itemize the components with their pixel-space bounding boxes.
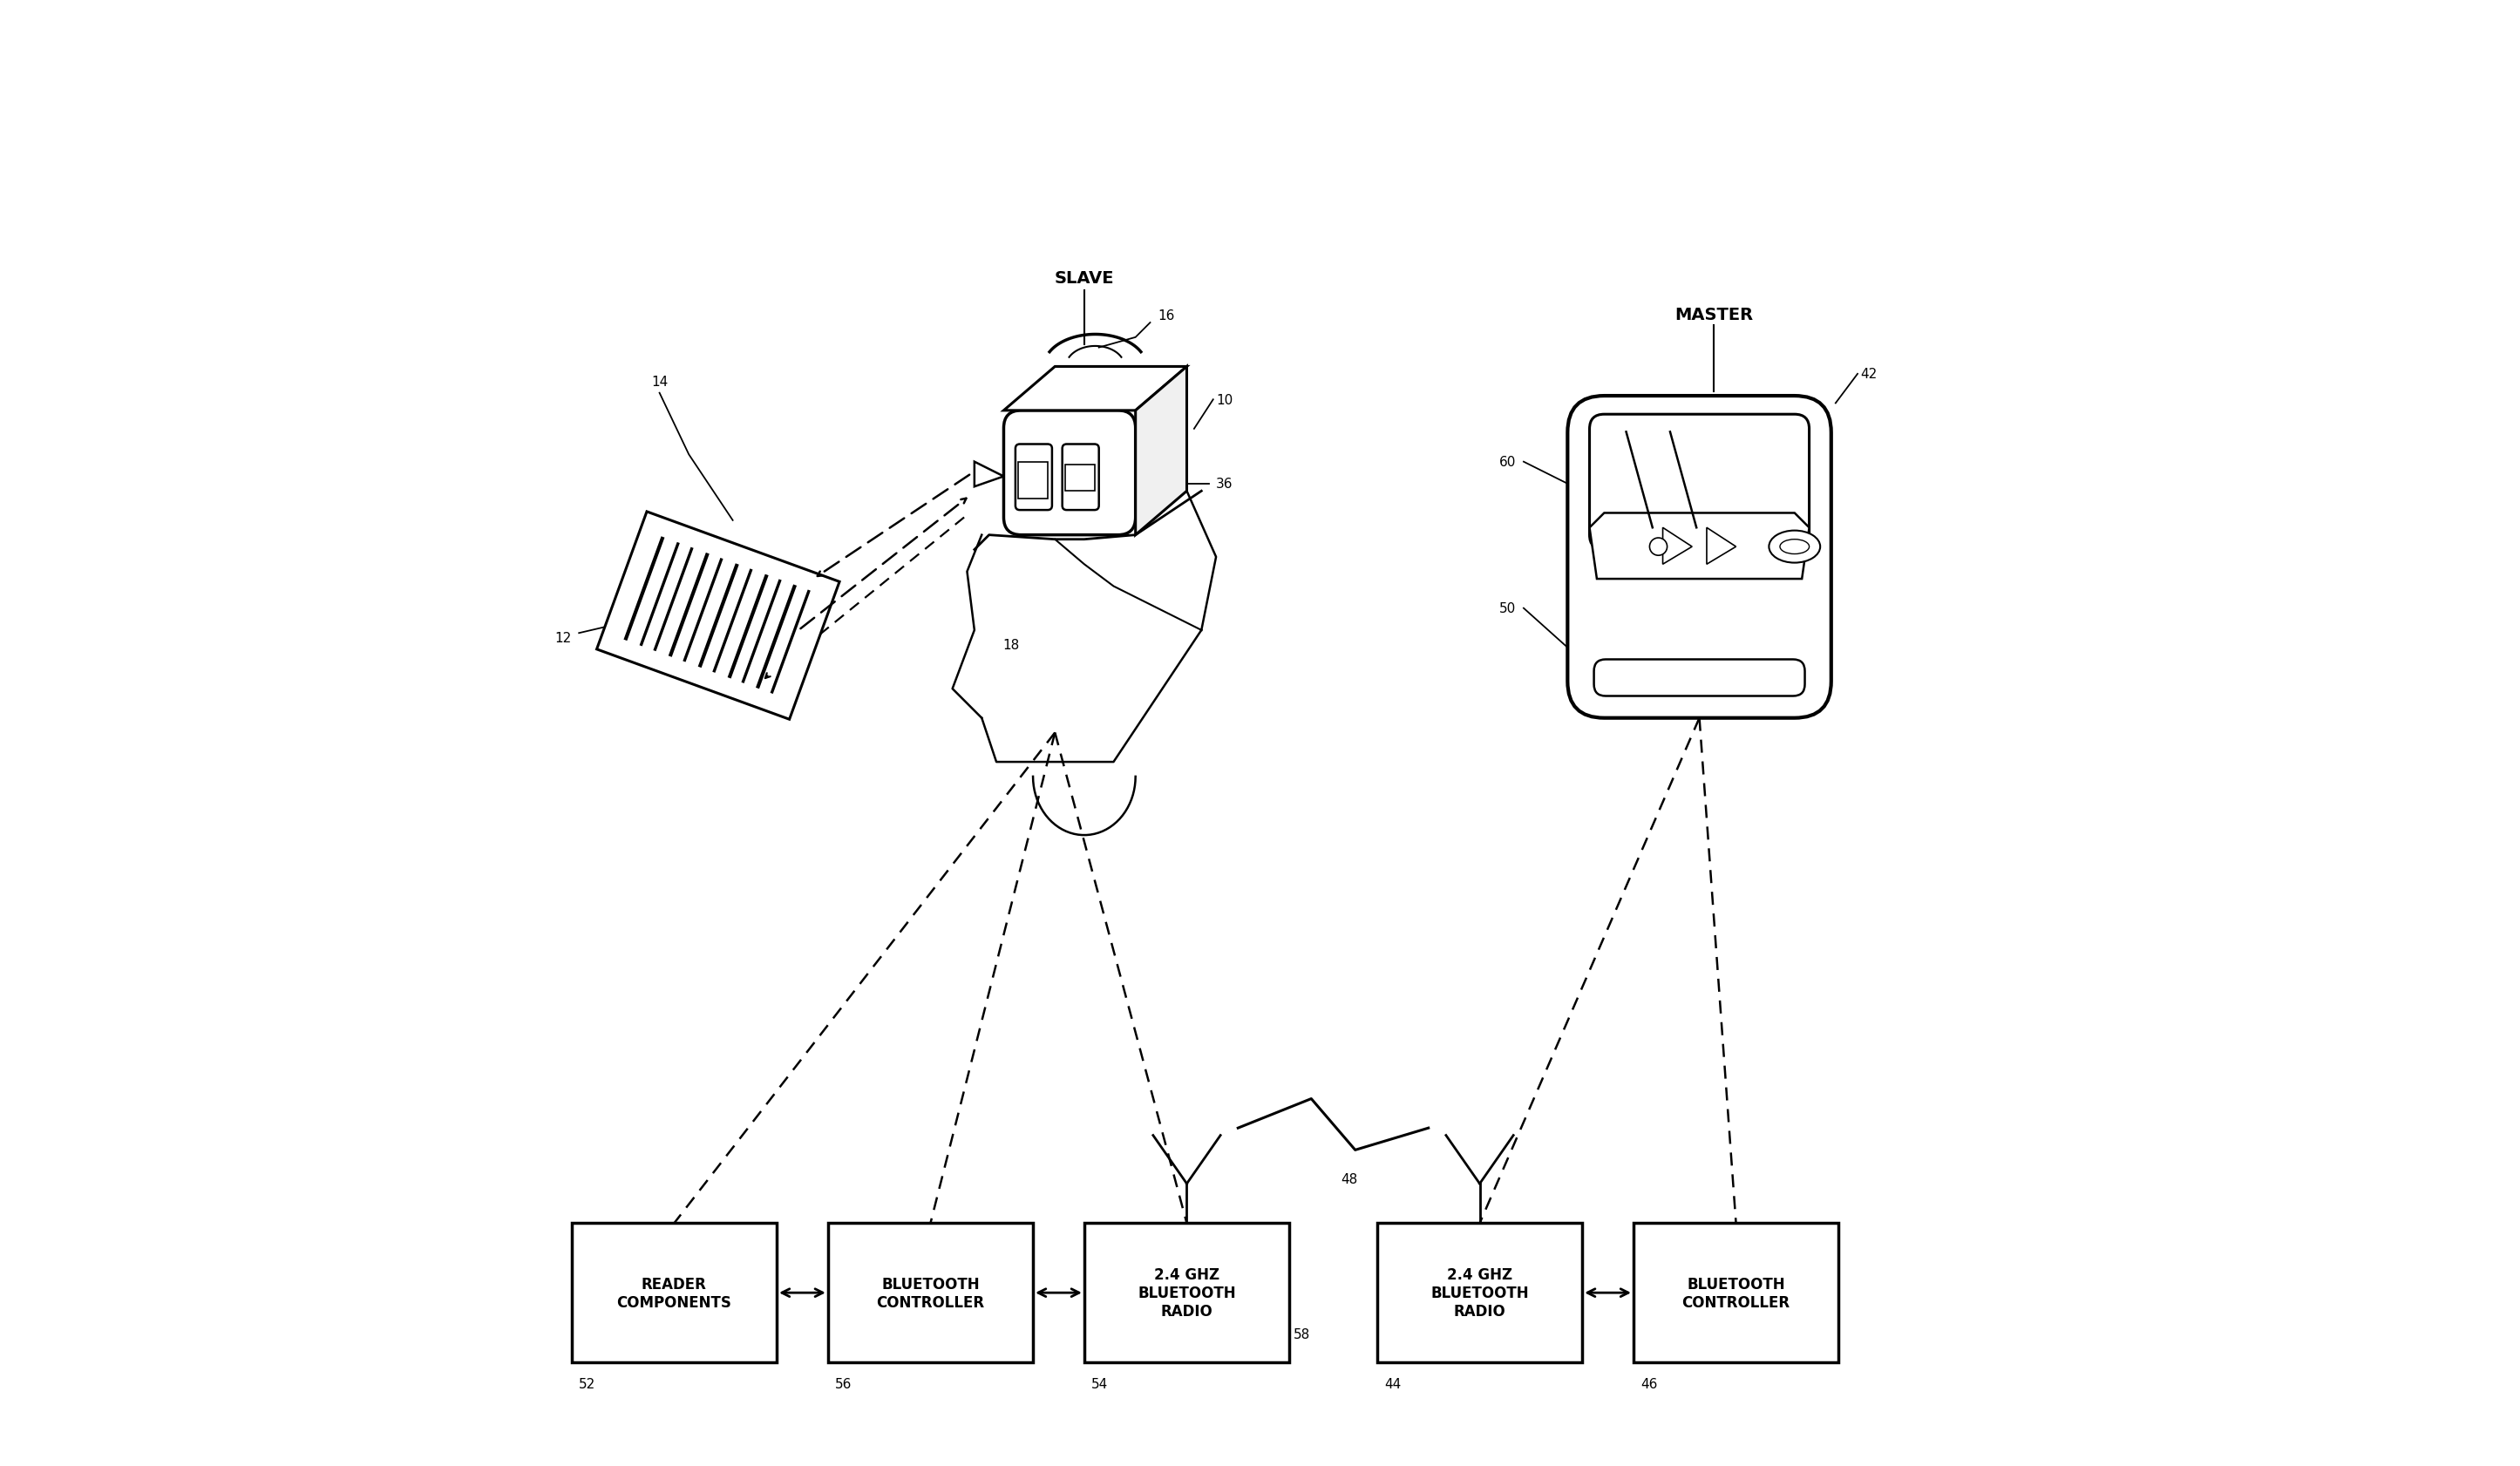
Text: 46: 46 [1641,1377,1658,1390]
Bar [741,579,781,683]
Bar [653,548,693,652]
FancyBboxPatch shape [1590,415,1809,550]
Text: MASTER: MASTER [1676,306,1754,323]
Ellipse shape [1779,539,1809,554]
Bar [771,591,811,695]
Text: 12: 12 [554,632,572,645]
Text: 60: 60 [1499,456,1517,469]
Text: 52: 52 [580,1377,595,1390]
Text: 42: 42 [1860,368,1877,381]
Text: 2.4 GHZ
BLUETOOTH
RADIO: 2.4 GHZ BLUETOOTH RADIO [1137,1267,1235,1319]
FancyBboxPatch shape [1018,462,1048,498]
FancyBboxPatch shape [597,512,839,720]
FancyBboxPatch shape [572,1223,776,1362]
FancyBboxPatch shape [1016,444,1051,510]
Text: 2.4 GHZ
BLUETOOTH
RADIO: 2.4 GHZ BLUETOOTH RADIO [1431,1267,1530,1319]
Polygon shape [975,462,1003,487]
FancyBboxPatch shape [1084,1223,1290,1362]
Text: SLAVE: SLAVE [1053,270,1114,287]
Bar [713,569,753,673]
FancyBboxPatch shape [829,1223,1033,1362]
FancyBboxPatch shape [1595,660,1804,696]
Bar [728,575,769,679]
FancyBboxPatch shape [1066,465,1094,491]
Text: BLUETOOTH
CONTROLLER: BLUETOOTH CONTROLLER [1681,1275,1789,1309]
Text: 48: 48 [1341,1173,1358,1185]
Text: BLUETOOTH
CONTROLLER: BLUETOOTH CONTROLLER [877,1275,985,1309]
Text: 54: 54 [1091,1377,1109,1390]
Polygon shape [1003,366,1187,410]
Bar [640,542,680,647]
Bar [698,564,738,668]
Text: 50: 50 [1499,603,1517,616]
Polygon shape [1706,528,1736,564]
Bar [756,585,796,689]
Bar [668,553,708,657]
Polygon shape [1590,513,1809,579]
Bar [622,537,665,641]
Ellipse shape [1769,531,1819,563]
Polygon shape [1663,528,1691,564]
Text: 18: 18 [1003,639,1021,652]
FancyBboxPatch shape [1003,410,1137,535]
Text: READER
COMPONENTS: READER COMPONENTS [617,1275,731,1309]
Text: 44: 44 [1383,1377,1401,1390]
FancyBboxPatch shape [1063,444,1099,510]
Text: 58: 58 [1293,1327,1310,1340]
FancyBboxPatch shape [1376,1223,1583,1362]
Text: 56: 56 [834,1377,852,1390]
Text: 10: 10 [1217,393,1232,406]
Bar [683,559,723,663]
FancyBboxPatch shape [1633,1223,1840,1362]
Text: 36: 36 [1217,478,1232,491]
FancyBboxPatch shape [1567,396,1832,718]
Polygon shape [1137,366,1187,535]
Circle shape [1651,538,1668,556]
Text: 16: 16 [1157,309,1174,323]
Text: 14: 14 [650,375,668,388]
